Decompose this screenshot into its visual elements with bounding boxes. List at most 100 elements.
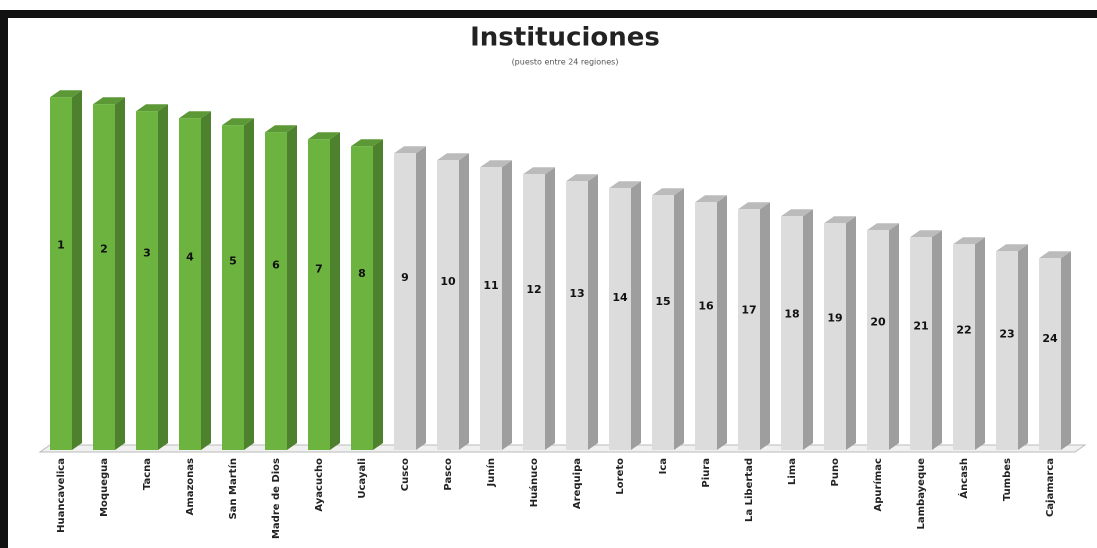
bar-top [351,139,383,147]
bar-side [330,132,340,450]
x-tick-label: Tacna [142,458,153,490]
bar-top [179,111,211,119]
x-tick-label: Huancavelica [56,458,67,533]
data-label: 20 [870,316,886,329]
data-label: 12 [526,283,541,296]
x-tick-label: Moquegua [99,458,110,517]
bar [50,97,72,450]
bar-side [287,125,297,450]
data-label: 1 [57,238,65,251]
x-tick-label: Ica [658,458,669,474]
data-label: 10 [440,275,456,288]
bar-top [609,181,641,189]
x-tick-label: Lima [787,458,798,485]
x-tick-label: Ucayali [357,458,368,499]
bar-side [975,237,985,450]
bar-top [953,237,985,245]
data-label: 2 [100,242,108,255]
bar-top [867,223,899,231]
bar-side [459,153,469,450]
bar-top [308,132,340,140]
bar-top [50,90,82,98]
bar-top [1039,251,1071,259]
data-label: 8 [358,267,366,280]
data-label: 4 [186,251,194,264]
bar [437,160,459,450]
bar [910,237,932,450]
bar-top [738,202,770,210]
x-tick-label: Madre de Dios [271,458,282,539]
x-tick-label: Piura [701,458,712,488]
bar-side [201,111,211,450]
bar [351,146,373,450]
bar-top [93,97,125,105]
bar [996,251,1018,450]
bar-top [781,209,813,217]
x-tick-label: Arequipa [572,458,583,509]
x-tick-label: Cajamarca [1045,458,1056,517]
data-label: 14 [612,291,628,304]
bar-top [910,230,942,238]
bar-side [158,104,168,450]
data-label: 21 [913,320,928,333]
bar-top [996,244,1028,252]
bar-side [674,188,684,450]
frame [0,10,1097,548]
data-label: 18 [784,307,799,320]
data-label: 13 [569,287,584,300]
bar-top [523,167,555,175]
bar [652,195,674,450]
floor [38,444,1087,453]
bar-side [502,160,512,450]
bar-top [695,195,727,203]
bar [480,167,502,450]
bar-side [631,181,641,450]
bar [308,139,330,450]
bar-top [824,216,856,224]
bar [695,202,717,450]
data-label: 19 [827,311,842,324]
bar [953,244,975,450]
bar-side [889,223,899,450]
bar [738,209,760,450]
bar-side [588,174,598,450]
bar-top [265,125,297,133]
x-tick-label: Apurímac [872,458,884,512]
bar-side [1061,251,1071,450]
bar [523,174,545,450]
bar-side [115,97,125,450]
bar [265,132,287,450]
data-label: 15 [655,295,670,308]
data-label: 11 [483,279,498,292]
bar-side [932,230,942,450]
data-label: 16 [698,299,714,312]
x-tick-label: Tumbes [1002,458,1013,501]
bar-top [566,174,598,182]
bar-side [373,139,383,450]
data-label: 9 [401,271,409,284]
x-tick-label: Loreto [615,458,626,495]
x-tick-label: Puno [830,458,841,487]
data-label: 6 [272,259,280,272]
bar [781,216,803,450]
bar [179,118,201,450]
bar-side [72,90,82,450]
x-tick-label: Cusco [400,458,411,491]
bar [1039,258,1061,450]
x-tick-label: Lambayeque [916,458,927,530]
bar [824,223,846,450]
bar-side [846,216,856,450]
bar-side [760,202,770,450]
bar-side [717,195,727,450]
data-label: 7 [315,263,323,276]
x-tick-label: Pasco [443,458,454,491]
x-tick-label: La Libertad [744,458,755,522]
data-label: 5 [229,255,237,268]
bar [609,188,631,450]
bar-top [136,104,168,112]
x-tick-label: Junín [485,458,497,488]
data-label: 17 [741,303,756,316]
bar-top [222,118,254,126]
bar [93,104,115,450]
bar-top [480,160,512,168]
